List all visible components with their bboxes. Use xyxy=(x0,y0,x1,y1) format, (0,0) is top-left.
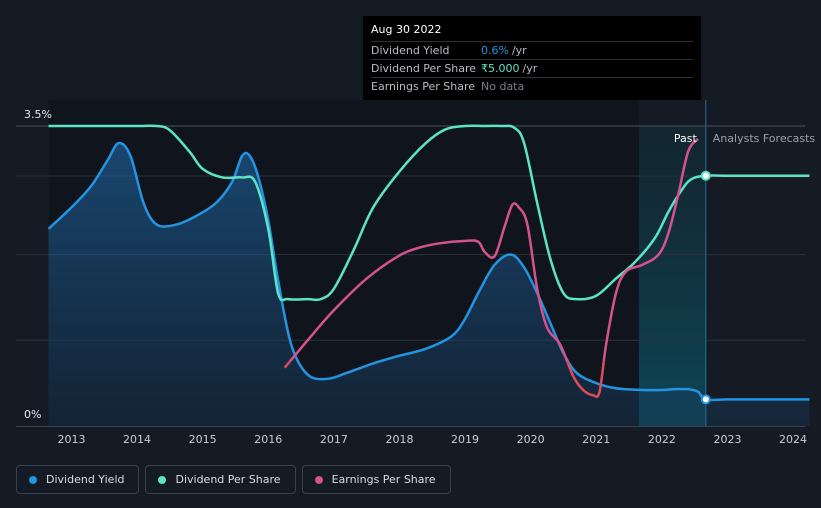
dividend-yield-area xyxy=(48,143,810,427)
tooltip-date: Aug 30 2022 xyxy=(371,23,442,36)
tooltip-label: Dividend Yield xyxy=(371,44,450,57)
tooltip: Aug 30 2022 Dividend Yield 0.6% /yr Divi… xyxy=(363,16,701,100)
tooltip-row-dividend-per-share: Dividend Per Share ₹5.000 /yr xyxy=(371,59,693,77)
legend-label: Earnings Per Share xyxy=(331,473,436,486)
x-tick-label: 2018 xyxy=(385,433,413,446)
tooltip-unit: /yr xyxy=(511,44,527,57)
legend-label: Dividend Yield xyxy=(46,473,125,486)
earnings-per-share-line xyxy=(288,137,699,362)
tooltip-row-earnings-per-share: Earnings Per Share No data xyxy=(371,77,693,95)
legend-item-dividend-yield[interactable]: Dividend Yield xyxy=(16,465,140,494)
tooltip-label: Dividend Per Share xyxy=(371,62,477,75)
x-tick-label: 2015 xyxy=(189,433,217,446)
tooltip-label: Earnings Per Share xyxy=(371,80,476,93)
legend: Dividend Yield Dividend Per Share Earnin… xyxy=(16,465,451,494)
x-tick-label: 2024 xyxy=(779,433,807,446)
dividend-yield-line xyxy=(47,141,810,402)
x-tick-label: 2021 xyxy=(582,433,610,446)
x-tick-label: 2016 xyxy=(254,433,282,446)
tooltip-unit: /yr xyxy=(522,62,538,75)
highlight-band xyxy=(638,126,706,426)
x-tick-label: 2023 xyxy=(713,433,741,446)
tooltip-value: 0.6% xyxy=(481,44,509,57)
tooltip-value: No data xyxy=(481,80,525,93)
legend-item-earnings-per-share[interactable]: Earnings Per Share xyxy=(301,465,451,494)
chart-area: 2013 2014 2015 2016 2017 2018 2019 2020 2021 2022… xyxy=(16,100,816,446)
legend-dot-icon xyxy=(29,475,37,484)
legend-label: Dividend Per Share xyxy=(175,473,281,486)
x-tick-label: 2022 xyxy=(648,433,676,446)
x-tick-label: 2019 xyxy=(451,433,479,446)
past-label: Past xyxy=(674,132,698,145)
x-tick-label: 2020 xyxy=(517,433,545,446)
x-tick-label: 2013 xyxy=(57,433,85,446)
legend-item-dividend-per-share[interactable]: Dividend Per Share xyxy=(145,465,296,494)
legend-dot-icon xyxy=(158,475,167,484)
dividend-per-share-marker xyxy=(700,170,711,181)
legend-dot-icon xyxy=(314,475,323,484)
x-tick-label: 2017 xyxy=(320,433,348,446)
tooltip-value: ₹5.000 xyxy=(481,62,520,75)
tooltip-row-dividend-yield: Dividend Yield 0.6% /yr xyxy=(371,41,693,59)
y-tick-label: 3.5% xyxy=(24,108,52,121)
dividend-yield-marker xyxy=(700,394,711,405)
analysts-forecasts-label: Analysts Forecasts xyxy=(713,132,816,145)
x-tick-label: 2014 xyxy=(123,433,151,446)
dividend-per-share-line xyxy=(48,124,810,302)
y-tick-label: 0% xyxy=(24,408,41,421)
